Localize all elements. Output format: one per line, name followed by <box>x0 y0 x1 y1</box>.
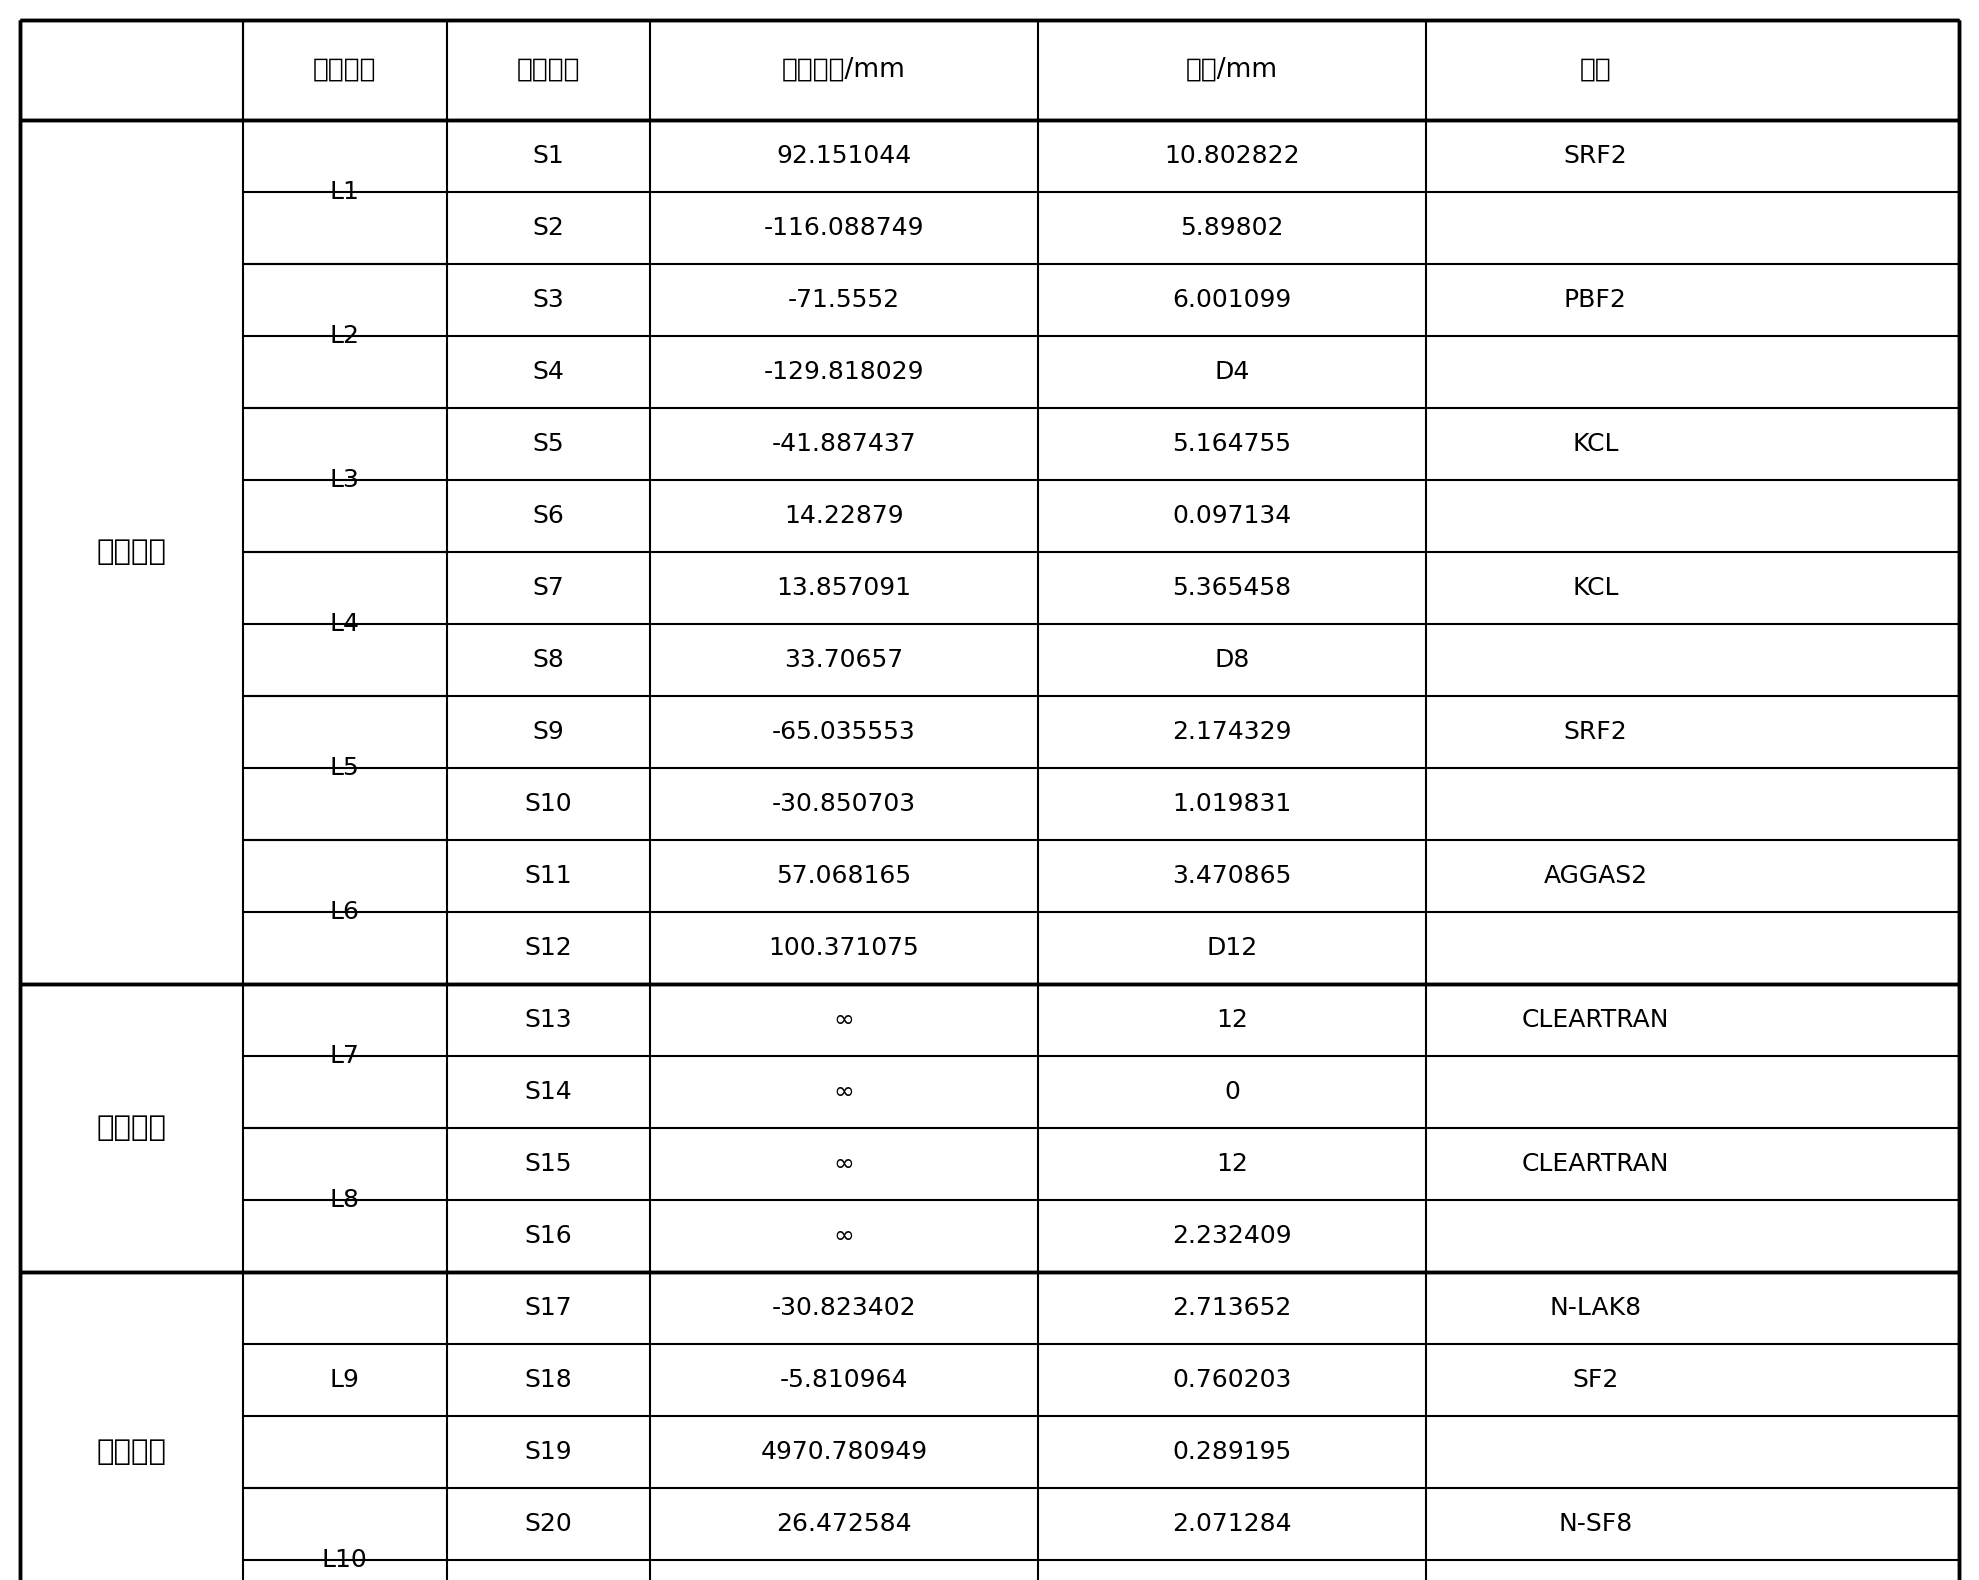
Text: 6.001099: 6.001099 <box>1172 288 1292 311</box>
Text: -65.035553: -65.035553 <box>772 720 916 744</box>
Text: 13.857091: 13.857091 <box>776 577 912 600</box>
Text: D8: D8 <box>1215 648 1249 672</box>
Text: ∞: ∞ <box>833 1152 855 1176</box>
Text: S8: S8 <box>532 648 564 672</box>
Text: CLEARTRAN: CLEARTRAN <box>1522 1152 1668 1176</box>
Text: S17: S17 <box>524 1296 572 1319</box>
Text: 5.89802: 5.89802 <box>1179 216 1284 240</box>
Text: KCL: KCL <box>1571 577 1619 600</box>
Text: D4: D4 <box>1215 360 1249 384</box>
Text: 2.071284: 2.071284 <box>1172 1512 1292 1536</box>
Text: S4: S4 <box>532 360 564 384</box>
Text: N-SF8: N-SF8 <box>1557 1512 1633 1536</box>
Text: 厚度/mm: 厚度/mm <box>1185 57 1278 84</box>
Text: -116.088749: -116.088749 <box>764 216 924 240</box>
Text: S12: S12 <box>524 935 572 961</box>
Text: 57.068165: 57.068165 <box>776 864 912 888</box>
Text: S1: S1 <box>532 144 564 167</box>
Text: 1.019831: 1.019831 <box>1172 792 1292 815</box>
Text: AGGAS2: AGGAS2 <box>1544 864 1647 888</box>
Text: 可见后组: 可见后组 <box>97 1438 166 1466</box>
Text: L5: L5 <box>330 755 360 781</box>
Text: S2: S2 <box>532 216 564 240</box>
Text: L8: L8 <box>330 1188 360 1212</box>
Text: 4970.780949: 4970.780949 <box>760 1439 928 1465</box>
Text: L6: L6 <box>330 901 360 924</box>
Text: N-LAK8: N-LAK8 <box>1550 1296 1641 1319</box>
Text: PBF2: PBF2 <box>1563 288 1627 311</box>
Text: 分光棱镜: 分光棱镜 <box>97 1114 166 1142</box>
Text: 2.174329: 2.174329 <box>1172 720 1292 744</box>
Text: L2: L2 <box>330 324 360 348</box>
Text: 12: 12 <box>1215 1008 1249 1032</box>
Text: 10.802822: 10.802822 <box>1164 144 1300 167</box>
Text: 公共变焦: 公共变焦 <box>97 539 166 566</box>
Text: L10: L10 <box>323 1548 368 1572</box>
Text: 5.164755: 5.164755 <box>1172 431 1292 457</box>
Text: S10: S10 <box>524 792 572 815</box>
Text: -41.887437: -41.887437 <box>772 431 916 457</box>
Text: S19: S19 <box>524 1439 572 1465</box>
Text: S16: S16 <box>524 1224 572 1248</box>
Text: S11: S11 <box>524 864 572 888</box>
Text: S7: S7 <box>532 577 564 600</box>
Text: 2.232409: 2.232409 <box>1172 1224 1292 1248</box>
Text: SF2: SF2 <box>1571 1368 1619 1392</box>
Text: S13: S13 <box>524 1008 572 1032</box>
Text: 14.22879: 14.22879 <box>784 504 904 528</box>
Text: 33.70657: 33.70657 <box>784 648 904 672</box>
Text: S20: S20 <box>524 1512 572 1536</box>
Text: S5: S5 <box>532 431 564 457</box>
Text: ∞: ∞ <box>833 1081 855 1104</box>
Text: L7: L7 <box>330 1044 360 1068</box>
Text: -5.810964: -5.810964 <box>780 1368 908 1392</box>
Text: 透镜代码: 透镜代码 <box>313 57 376 84</box>
Text: 3.470865: 3.470865 <box>1172 864 1292 888</box>
Text: SRF2: SRF2 <box>1563 720 1627 744</box>
Text: L4: L4 <box>330 611 360 637</box>
Text: S9: S9 <box>532 720 564 744</box>
Text: -71.5552: -71.5552 <box>788 288 900 311</box>
Text: -129.818029: -129.818029 <box>764 360 924 384</box>
Text: KCL: KCL <box>1571 431 1619 457</box>
Text: 0.289195: 0.289195 <box>1172 1439 1292 1465</box>
Text: -30.823402: -30.823402 <box>772 1296 916 1319</box>
Text: 12: 12 <box>1215 1152 1249 1176</box>
Text: 0: 0 <box>1223 1081 1239 1104</box>
Text: 表面代码: 表面代码 <box>517 57 580 84</box>
Text: SRF2: SRF2 <box>1563 144 1627 167</box>
Text: 0.760203: 0.760203 <box>1172 1368 1292 1392</box>
Text: 0.097134: 0.097134 <box>1172 504 1292 528</box>
Text: S3: S3 <box>532 288 564 311</box>
Text: S6: S6 <box>532 504 564 528</box>
Text: 100.371075: 100.371075 <box>768 935 920 961</box>
Text: 2.713652: 2.713652 <box>1172 1296 1292 1319</box>
Text: ∞: ∞ <box>833 1224 855 1248</box>
Text: L9: L9 <box>330 1368 360 1392</box>
Text: CLEARTRAN: CLEARTRAN <box>1522 1008 1668 1032</box>
Text: S15: S15 <box>524 1152 572 1176</box>
Text: 材料: 材料 <box>1579 57 1611 84</box>
Text: D12: D12 <box>1207 935 1257 961</box>
Text: 92.151044: 92.151044 <box>776 144 912 167</box>
Text: S18: S18 <box>524 1368 572 1392</box>
Text: S14: S14 <box>524 1081 572 1104</box>
Text: 曲率半径/mm: 曲率半径/mm <box>782 57 906 84</box>
Text: -30.850703: -30.850703 <box>772 792 916 815</box>
Text: 5.365458: 5.365458 <box>1172 577 1292 600</box>
Text: ∞: ∞ <box>833 1008 855 1032</box>
Text: L1: L1 <box>330 180 360 204</box>
Text: 26.472584: 26.472584 <box>776 1512 912 1536</box>
Text: L3: L3 <box>330 468 360 491</box>
